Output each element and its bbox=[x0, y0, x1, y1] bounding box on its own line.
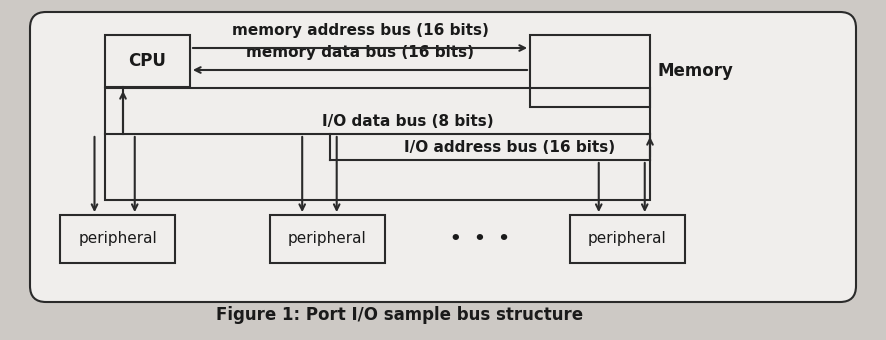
Text: memory data bus (16 bits): memory data bus (16 bits) bbox=[246, 45, 474, 60]
FancyBboxPatch shape bbox=[30, 12, 856, 302]
Text: I/O data bus (8 bits): I/O data bus (8 bits) bbox=[322, 114, 494, 129]
Text: •  •  •: • • • bbox=[450, 230, 510, 248]
Text: peripheral: peripheral bbox=[78, 232, 157, 246]
FancyBboxPatch shape bbox=[60, 215, 175, 263]
Text: CPU: CPU bbox=[128, 52, 167, 70]
Text: peripheral: peripheral bbox=[588, 232, 667, 246]
Text: peripheral: peripheral bbox=[288, 232, 367, 246]
Text: Figure 1: Port I/O sample bus structure: Figure 1: Port I/O sample bus structure bbox=[216, 306, 584, 324]
FancyBboxPatch shape bbox=[105, 35, 190, 87]
FancyBboxPatch shape bbox=[530, 35, 650, 107]
Text: memory address bus (16 bits): memory address bus (16 bits) bbox=[231, 23, 488, 38]
Text: Memory: Memory bbox=[658, 62, 734, 80]
Text: I/O address bus (16 bits): I/O address bus (16 bits) bbox=[404, 140, 616, 155]
FancyBboxPatch shape bbox=[270, 215, 385, 263]
FancyBboxPatch shape bbox=[570, 215, 685, 263]
